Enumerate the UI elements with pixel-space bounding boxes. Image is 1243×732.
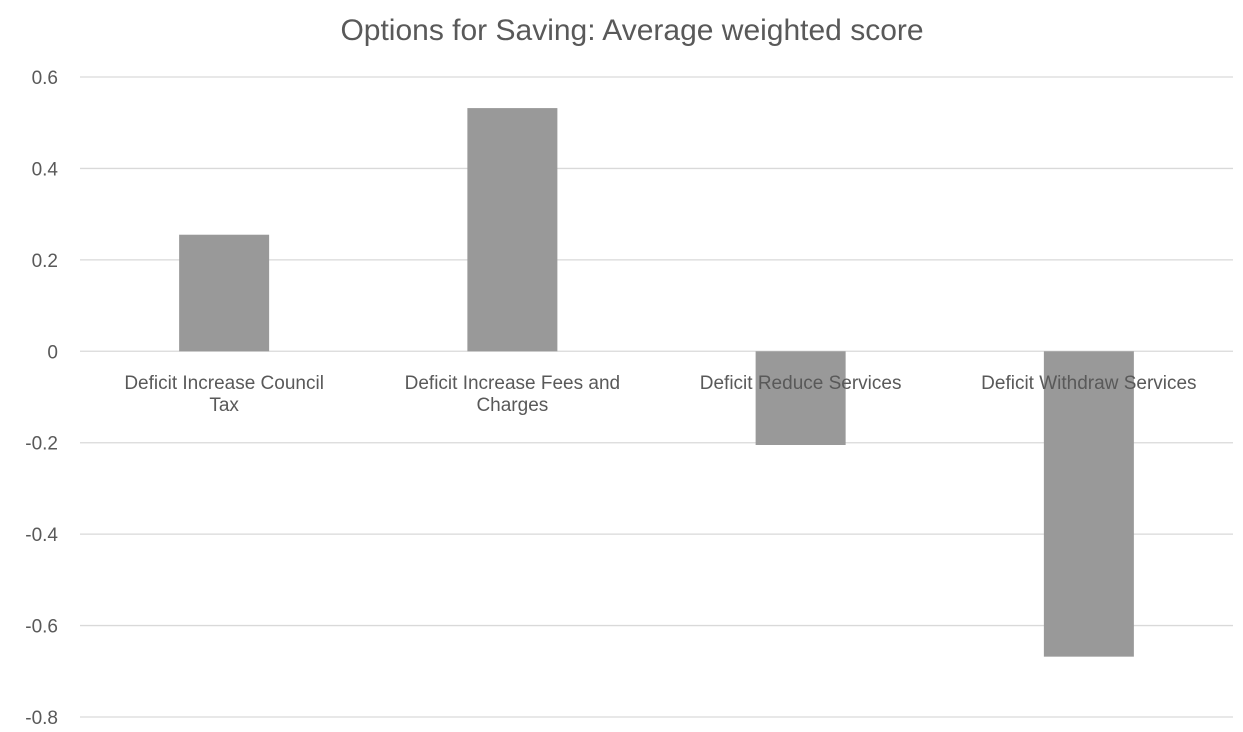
y-tick-label: -0.6 <box>25 617 58 638</box>
chart-title: Options for Saving: Average weighted sco… <box>340 14 923 47</box>
y-tick-label: -0.8 <box>25 708 58 727</box>
bars <box>179 108 1134 657</box>
y-tick-label: 0.4 <box>32 159 59 180</box>
gridlines <box>80 76 1233 718</box>
category-label: Deficit Increase Council Tax <box>124 373 324 416</box>
bar <box>467 108 558 352</box>
y-tick-label: -0.4 <box>25 525 58 546</box>
y-tick-label: 0 <box>47 342 58 363</box>
category-label: Deficit Withdraw Services <box>981 373 1196 394</box>
category-label: Deficit Reduce Services <box>700 373 902 394</box>
category-label: Deficit Increase Fees and Charges <box>405 373 620 416</box>
y-axis-ticks: 0.6 0.4 0.2 0 -0.2 -0.4 -0.6 -0.8 <box>25 68 59 729</box>
bar <box>1043 351 1134 657</box>
y-tick-label: 0.6 <box>32 68 58 89</box>
y-tick-label: -0.2 <box>25 434 58 455</box>
category-labels: Deficit Increase Council Tax Deficit Incre… <box>124 373 1196 416</box>
bar <box>179 234 270 352</box>
bar <box>755 351 846 445</box>
y-tick-label: 0.2 <box>32 251 58 272</box>
